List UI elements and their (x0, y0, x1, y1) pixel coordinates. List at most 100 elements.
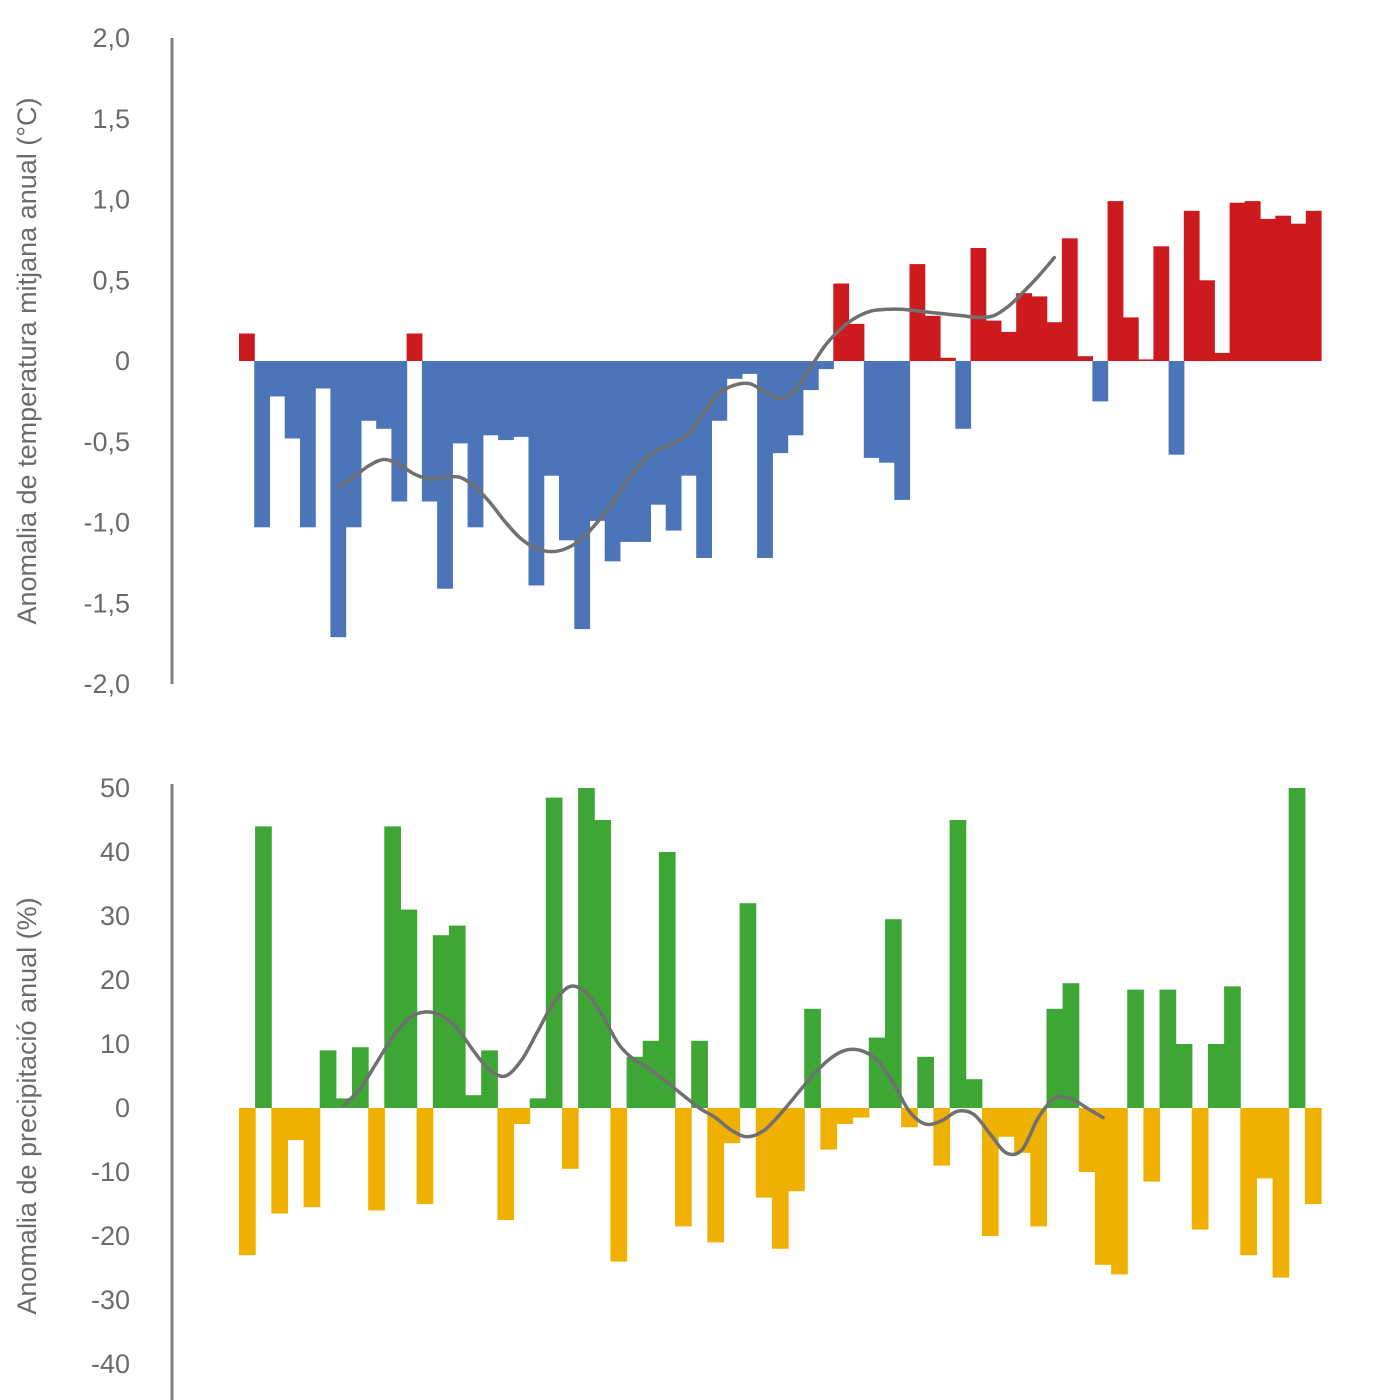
temperature-positive-bar (1016, 293, 1032, 361)
precipitation-negative-bar (1240, 1108, 1257, 1256)
temperature-y-tick-label: 2,0 (92, 23, 130, 53)
temperature-negative-bar (360, 361, 377, 421)
temperature-positive-bar (239, 333, 255, 361)
precipitation-positive-bar (917, 1056, 934, 1108)
temperature-positive-bar (1122, 317, 1139, 361)
precipitation-positive-bar (1159, 989, 1177, 1108)
precipitation-positive-bar (1288, 788, 1306, 1108)
precipitation-negative-bar (998, 1108, 1015, 1137)
precipitation-negative-bar (513, 1108, 531, 1124)
precipitation-positive-bar (626, 1056, 644, 1108)
precipitation-positive-bar (804, 1008, 821, 1108)
precipitation-y-tick-label: 20 (100, 965, 130, 995)
precipitation-positive-bar (965, 1079, 983, 1108)
temperature-positive-bar (1275, 215, 1292, 361)
temperature-negative-bar (574, 361, 591, 630)
temperature-negative-bar (650, 361, 667, 505)
precipitation-negative-bar (1272, 1108, 1290, 1278)
precipitation-anomaly-chart: Anomalia de precipitació anual (%) 50 40 3… (12, 773, 1322, 1400)
temperature-negative-bar (863, 361, 880, 458)
temperature-negative-bar (300, 361, 316, 528)
precipitation-negative-bar (852, 1108, 870, 1118)
temperature-trend-line (336, 255, 1057, 554)
temperature-negative-bar (330, 361, 347, 638)
temperature-positive-bar (940, 357, 956, 361)
precipitation-positive-bar (949, 820, 967, 1108)
temperature-negative-bar (955, 361, 972, 429)
precipitation-positive-bar (255, 826, 272, 1108)
precipitation-positive-bar (885, 919, 902, 1108)
temperature-y-tick-label: 1,5 (92, 104, 130, 134)
temperature-negative-bar (726, 361, 743, 379)
temperature-bars (239, 201, 1322, 638)
temperature-negative-bar (787, 361, 804, 436)
precipitation-positive-bar (1127, 989, 1144, 1108)
temperature-positive-bar (848, 323, 865, 361)
temperature-negative-bar (543, 361, 560, 476)
precipitation-positive-bar (691, 1040, 708, 1108)
precipitation-positive-bar (400, 909, 418, 1108)
temperature-positive-bar (1183, 210, 1200, 361)
temperature-negative-bar (437, 361, 453, 589)
temperature-negative-bar (879, 361, 895, 463)
precipitation-negative-bar (1191, 1108, 1209, 1230)
precipitation-positive-bar (319, 1050, 337, 1108)
precipitation-positive-bar (658, 852, 676, 1108)
temperature-anomaly-chart: Anomalia de temperatura mitjana anual (°… (12, 23, 1322, 699)
temperature-positive-bar (1077, 356, 1093, 361)
temperature-negative-bar (345, 361, 362, 528)
temperature-positive-bar (985, 320, 1002, 361)
precipitation-positive-bar (465, 1095, 482, 1108)
precipitation-trend-line (342, 984, 1105, 1157)
precipitation-negative-bar (675, 1108, 692, 1227)
precipitation-negative-bar (1014, 1108, 1031, 1153)
temperature-negative-bar (1092, 361, 1109, 402)
precipitation-positive-bar (739, 903, 757, 1108)
temperature-negative-bar (315, 361, 331, 389)
precipitation-negative-bar (287, 1108, 305, 1140)
temperature-positive-bar (1107, 201, 1124, 361)
temperature-negative-bar (772, 361, 789, 454)
precipitation-y-tick-label: 50 (100, 773, 130, 803)
precipitation-negative-bar (820, 1108, 838, 1150)
precipitation-positive-bar (1175, 1044, 1193, 1108)
precipitation-negative-bar (901, 1108, 918, 1128)
temperature-positive-bar (1153, 246, 1170, 361)
precipitation-negative-bar (707, 1108, 724, 1243)
temperature-negative-bar (254, 361, 270, 528)
precipitation-y-tick-label: 30 (100, 901, 130, 931)
precipitation-positive-bar (384, 826, 401, 1108)
precipitation-negative-bar (1094, 1108, 1112, 1265)
precipitation-y-tick-label: 0 (115, 1093, 130, 1123)
precipitation-positive-bar (642, 1040, 660, 1108)
precipitation-negative-bar (368, 1108, 385, 1211)
precipitation-negative-bar (610, 1108, 628, 1262)
precipitation-negative-bar (755, 1108, 773, 1198)
temperature-positive-bar (1244, 201, 1261, 361)
temperature-positive-bar (1229, 202, 1246, 361)
temperature-negative-bar (482, 361, 499, 436)
precipitation-positive-bar (868, 1037, 886, 1108)
temperature-negative-bar (284, 361, 301, 439)
temperature-negative-bar (665, 361, 682, 531)
temperature-positive-bar (1214, 352, 1231, 361)
precipitation-positive-bar (448, 925, 466, 1108)
precipitation-y-tick-label: 40 (100, 837, 130, 867)
precipitation-negative-bar (562, 1108, 579, 1169)
temperature-negative-bar (757, 361, 773, 558)
temperature-negative-bar (421, 361, 438, 502)
precipitation-positive-bar (1062, 983, 1080, 1108)
precipitation-negative-bar (788, 1108, 805, 1192)
precipitation-negative-bar (1111, 1108, 1128, 1275)
precipitation-negative-bar (1030, 1108, 1047, 1227)
precipitation-negative-bar (771, 1108, 789, 1249)
precipitation-negative-bar (1143, 1108, 1161, 1182)
temperature-positive-bar (1290, 223, 1307, 361)
precipitation-negative-bar (1304, 1108, 1322, 1204)
precipitation-negative-bar (416, 1108, 434, 1204)
temperature-negative-bar (498, 361, 514, 441)
temperature-negative-bar (467, 361, 484, 528)
temperature-y-ticks: 2,0 1,5 1,0 0,5 0 -0,5 -1,0 -1,5 -2,0 (83, 23, 130, 699)
temperature-negative-bar (452, 361, 469, 444)
